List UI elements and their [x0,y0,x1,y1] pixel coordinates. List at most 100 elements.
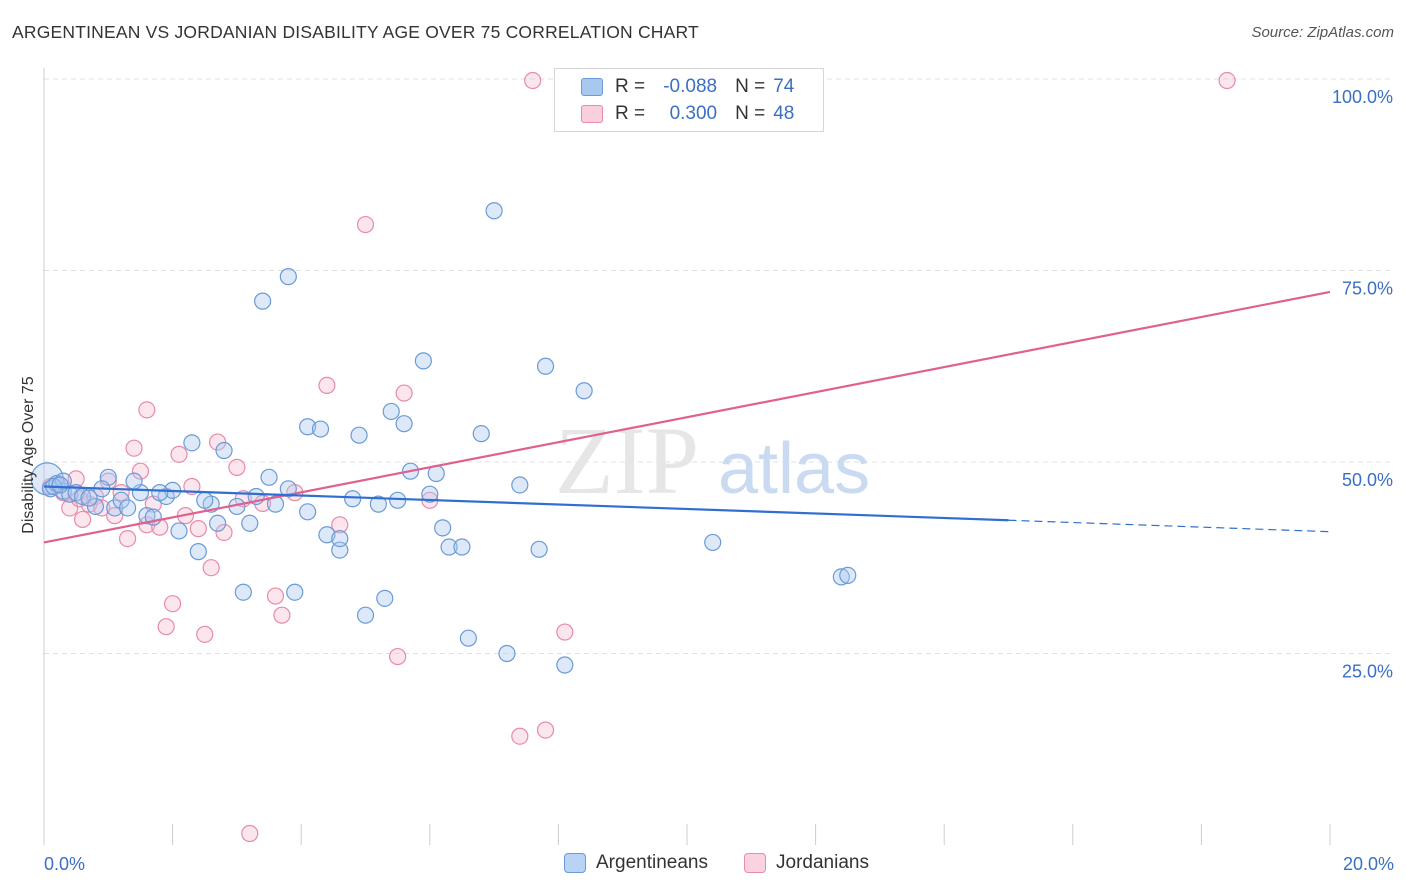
legend-r-label: R = [615,103,646,124]
point-argentineans [151,484,169,502]
bottom-legend-swatch-blue [564,853,586,873]
point-argentineans [170,522,188,540]
y-axis-label: Disability Age Over 75 [20,376,37,534]
x-tick-label: 0.0% [44,854,85,874]
trend-line-jordanians [43,290,1331,544]
correlation-legend: R = -0.088 N = 74 R = 0.300 N = 48 [554,68,824,132]
point-argentineans [350,426,368,444]
point-argentineans [51,476,69,494]
y-tick-label: 25.0% [1342,662,1393,682]
point-argentineans [299,503,317,521]
legend-swatch-blue [581,78,603,96]
point-jordanians [356,215,375,234]
legend-r-value: -0.088 [663,76,718,97]
point-argentineans [485,202,503,220]
y-tick-label: 75.0% [1342,279,1393,299]
point-argentineans [318,526,336,544]
point-jordanians [189,520,207,538]
point-jordanians [266,587,285,605]
bottom-legend-label: Jordanians [776,852,869,873]
x-tick-label: 20.0% [1343,854,1394,874]
bottom-legend-swatch-pink [744,853,766,873]
point-argentineans [279,480,297,498]
point-jordanians [202,559,220,577]
legend-n-label: N = [735,76,766,97]
bottom-legend-jordanians: Jordanians [744,852,869,874]
point-argentineans [369,495,387,513]
trend-line-argentineans-extension [1008,519,1331,533]
point-argentineans [434,519,452,537]
point-argentineans [839,566,857,584]
point-argentineans [414,352,432,370]
point-argentineans [80,489,98,507]
point-argentineans [344,490,362,508]
point-jordanians [157,618,175,636]
point-jordanians [1218,71,1236,90]
point-argentineans [125,472,143,490]
point-jordanians [125,439,143,457]
point-argentineans [331,529,349,548]
trend-line-argentineans [43,485,1009,522]
point-argentineans [254,292,272,310]
point-argentineans [279,268,297,286]
point-argentineans [266,495,285,513]
y-tick-label: 50.0% [1342,470,1393,490]
watermark-zip: ZIP [555,407,699,514]
legend-n-value: 74 [773,76,795,97]
point-argentineans [138,507,156,525]
legend-r-value: 0.300 [669,103,718,124]
point-jordanians [118,529,137,548]
point-jordanians [73,510,92,529]
source-label: Source: ZipAtlas.com [1251,24,1394,41]
point-argentineans [556,656,574,674]
bottom-legend-argentineans: Argentineans [564,852,708,874]
point-jordanians [215,523,233,542]
point-argentineans [299,418,317,436]
point-argentineans [215,441,233,460]
point-argentineans [440,538,458,556]
point-argentineans [511,476,529,494]
point-jordanians [331,516,349,534]
legend-row-jordanians: R = 0.300 N = 48 [581,101,794,127]
point-argentineans [311,420,330,438]
point-jordanians [273,606,291,624]
point-argentineans [421,485,439,503]
legend-r-label: R = [615,76,646,97]
watermark: ZIP atlas [555,407,870,514]
point-argentineans [241,514,259,532]
point-argentineans [575,382,593,400]
point-jordanians [524,71,542,90]
point-jordanians [164,595,182,613]
point-argentineans [530,540,548,558]
legend-swatch-pink [581,105,603,123]
legend-row-argentineans: R = -0.088 N = 74 [581,74,794,100]
legend-n-label: N = [735,103,766,124]
point-argentineans [209,514,227,532]
point-jordanians [93,499,111,517]
point-argentineans [704,533,722,552]
watermark-atlas: atlas [718,429,870,509]
point-argentineans [189,543,207,561]
point-jordanians [228,458,246,476]
gridlines [44,78,1394,654]
legend-n-value: 48 [773,103,795,124]
bottom-legend-label: Argentineans [596,852,708,873]
point-jordanians [170,445,188,463]
y-tick-label: 100.0% [1332,87,1393,107]
trend-lines [43,290,1331,544]
point-argentineans [376,589,394,607]
point-jordanians [511,727,529,745]
point-argentineans [196,491,214,509]
point-argentineans [453,538,471,556]
chart-title: ARGENTINEAN VS JORDANIAN DISABILITY AGE … [12,22,699,42]
point-argentineans [498,644,516,663]
point-jordanians [318,376,336,394]
point-argentineans [234,583,252,601]
point-argentineans [389,491,407,509]
point-argentineans [382,402,400,421]
point-argentineans [472,425,490,443]
point-jordanians [395,384,413,402]
point-argentineans [356,606,375,624]
axes: 25.0% 50.0% 75.0% 100.0% 0.0% 20.0% [43,68,1394,874]
